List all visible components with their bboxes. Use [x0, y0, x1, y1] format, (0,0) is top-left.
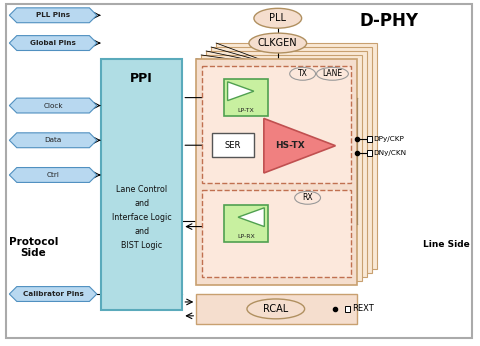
Text: TX: TX — [298, 69, 308, 78]
Bar — [224, 205, 268, 243]
Bar — [196, 59, 357, 285]
Polygon shape — [238, 208, 264, 227]
Bar — [216, 43, 377, 269]
Text: RCAL: RCAL — [263, 304, 288, 314]
Ellipse shape — [249, 33, 307, 53]
Text: Line Side: Line Side — [423, 240, 470, 249]
Bar — [202, 66, 351, 183]
Text: LP-TX: LP-TX — [238, 108, 254, 112]
Ellipse shape — [316, 67, 348, 80]
Ellipse shape — [295, 191, 321, 204]
Polygon shape — [9, 286, 97, 301]
Bar — [206, 51, 367, 277]
Bar — [212, 133, 254, 157]
Text: LANE: LANE — [323, 69, 343, 78]
Ellipse shape — [290, 67, 315, 80]
Polygon shape — [9, 36, 97, 51]
Text: LP-RX: LP-RX — [237, 234, 255, 238]
Ellipse shape — [247, 299, 305, 319]
Bar — [367, 136, 372, 142]
Bar — [346, 306, 350, 312]
Bar — [211, 47, 372, 273]
Polygon shape — [228, 82, 254, 101]
Text: RX: RX — [302, 193, 313, 202]
Text: DNy/CKN: DNy/CKN — [373, 150, 407, 156]
Text: DPy/CKP: DPy/CKP — [373, 136, 404, 142]
Bar — [224, 79, 268, 117]
Polygon shape — [264, 118, 336, 173]
Text: SER: SER — [225, 141, 241, 150]
Text: Calibrator Pins: Calibrator Pins — [23, 291, 84, 297]
Bar — [201, 55, 362, 281]
Text: Lane Control
and
Interface Logic
and
BIST Logic: Lane Control and Interface Logic and BIS… — [112, 185, 171, 250]
Bar — [196, 294, 357, 324]
Text: Protocol
Side: Protocol Side — [9, 237, 58, 258]
Text: REXT: REXT — [352, 304, 374, 313]
Text: Ctrl: Ctrl — [47, 172, 60, 178]
Polygon shape — [9, 133, 97, 148]
Ellipse shape — [254, 8, 301, 28]
Text: Data: Data — [45, 137, 62, 143]
Text: D-PHY: D-PHY — [360, 12, 419, 30]
Polygon shape — [9, 8, 97, 23]
Text: Clock: Clock — [43, 102, 63, 109]
Polygon shape — [9, 167, 97, 182]
Bar — [202, 190, 351, 277]
Text: PPI: PPI — [130, 72, 153, 85]
Text: HS-TX: HS-TX — [275, 141, 304, 150]
Text: CLKGEN: CLKGEN — [258, 38, 298, 48]
Bar — [101, 59, 182, 310]
Text: PLL Pins: PLL Pins — [36, 12, 70, 18]
Bar — [367, 150, 372, 156]
Polygon shape — [9, 98, 97, 113]
Text: PLL: PLL — [269, 13, 286, 23]
Text: Global Pins: Global Pins — [30, 40, 76, 46]
